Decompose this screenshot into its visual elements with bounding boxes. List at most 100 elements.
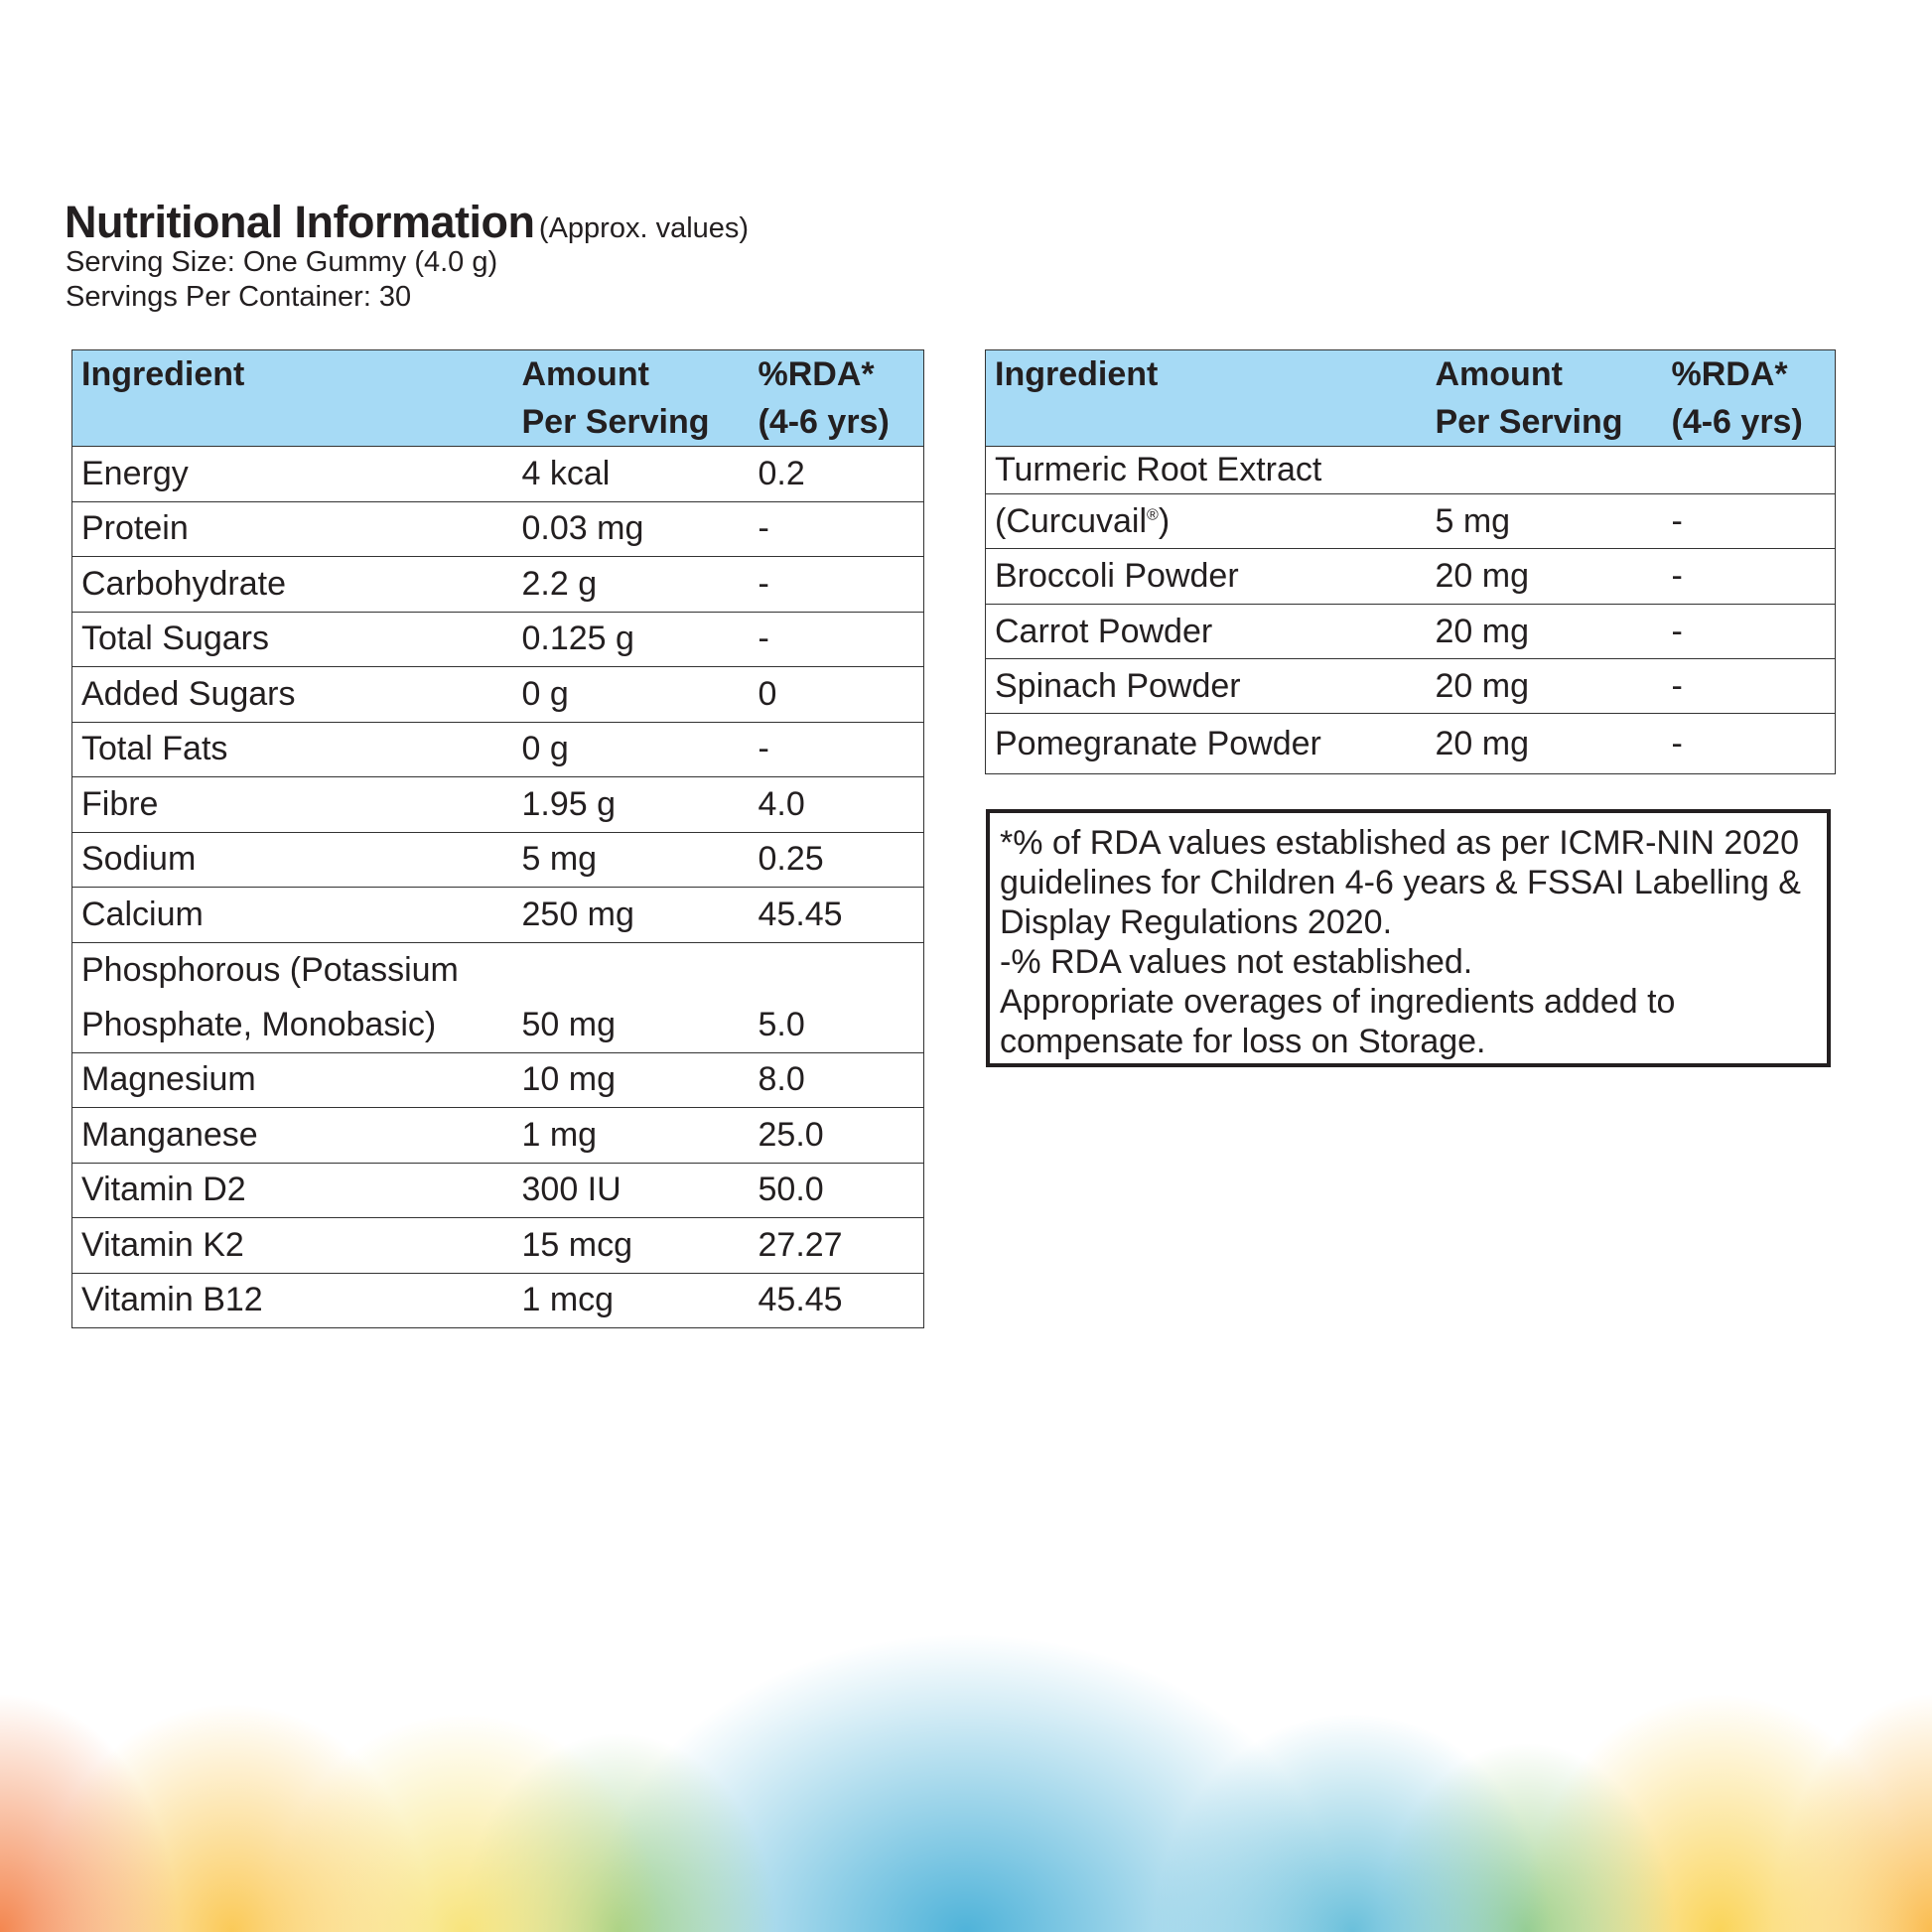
serving-size: Serving Size: One Gummy (4.0 g) (66, 246, 498, 278)
rda-cell: - (749, 721, 924, 777)
watercolor-background (0, 1555, 1932, 1932)
amount-cell: 1.95 g (512, 776, 750, 833)
rda-cell: 8.0 (749, 1051, 924, 1108)
table-row: Carbohydrate 2.2 g- (71, 556, 924, 613)
rda-cell: 0 (749, 666, 924, 723)
ingredient-cell: Vitamin B12 (71, 1272, 513, 1328)
ingredient-cell: Vitamin D2 (71, 1162, 513, 1218)
rda-footnote-box: *% of RDA values established as per ICMR… (986, 809, 1831, 1067)
rda-cell: 27.27 (749, 1217, 924, 1274)
ingredient-cell: Energy (71, 446, 513, 502)
table-row: Phosphorous (Potassium Phosphate, Monobas… (71, 941, 924, 1053)
rda-cell: - (1662, 658, 1836, 714)
footnote-line: *% of RDA values established as per ICMR… (1000, 824, 1800, 862)
amount-cell (1426, 446, 1663, 494)
col-rda: %RDA* (4-6 yrs) (749, 349, 924, 447)
table-row: Carrot Powder 20 mg - (985, 604, 1836, 659)
amount-cell: 0 g (512, 721, 750, 777)
ingredient-cell: Spinach Powder (985, 658, 1427, 714)
rda-cell: 45.45 (749, 1272, 924, 1328)
footnote-line: Appropriate overages of ingredients adde… (1000, 983, 1676, 1021)
rda-cell: - (1662, 713, 1836, 774)
nutrition-table-right: Ingredient Amount Per Serving %RDA* (4-6 y… (985, 349, 1836, 774)
amount-cell: 250 mg (512, 887, 750, 943)
table-row: Sodium 5 mg 0.25 (71, 831, 924, 888)
table-row: Total Sugars 0.125 g- (71, 611, 924, 667)
rda-cell: - (749, 556, 924, 613)
rda-cell: - (1662, 604, 1836, 659)
ingredient-cell: Turmeric Root Extract (985, 446, 1427, 494)
amount-cell: 20 mg (1426, 658, 1663, 714)
rda-cell: 50.0 (749, 1162, 924, 1218)
rda-cell: 5.0 (749, 941, 924, 1053)
amount-cell: 20 mg (1426, 548, 1663, 605)
table-row: Vitamin K2 15 mcg 27.27 (71, 1217, 924, 1274)
ingredient-cell: Phosphorous (Potassium Phosphate, Monobas… (71, 941, 513, 1053)
ingredient-cell: (Curcuvail®) (985, 493, 1427, 549)
page-title: Nutritional Information (Approx. values) (65, 197, 750, 247)
amount-cell: 0.125 g (512, 611, 750, 667)
amount-cell: 300 IU (512, 1162, 750, 1218)
ingredient-cell: Total Fats (71, 721, 513, 777)
amount-cell: 20 mg (1426, 604, 1663, 659)
ingredient-cell: Calcium (71, 887, 513, 943)
ingredient-cell: Protein (71, 500, 513, 557)
ingredient-cell: Carbohydrate (71, 556, 513, 613)
col-ingredient: Ingredient (985, 349, 1427, 447)
table-row: Broccoli Powder 20 mg - (985, 548, 1836, 605)
amount-cell: 5 mg (1426, 493, 1663, 549)
ingredient-cell: Fibre (71, 776, 513, 833)
rda-cell: - (749, 500, 924, 557)
rda-cell: 45.45 (749, 887, 924, 943)
table-row: Vitamin D2 300 IU 50.0 (71, 1162, 924, 1218)
rda-cell: 4.0 (749, 776, 924, 833)
ingredient-cell: Manganese (71, 1107, 513, 1164)
footnote-line: Display Regulations 2020. (1000, 903, 1393, 941)
table-header: Ingredient Amount Per Serving %RDA* (4-6 y… (71, 349, 924, 447)
rda-cell: 0.2 (749, 446, 924, 502)
rda-cell: - (1662, 548, 1836, 605)
table-row: Total Fats 0 g- (71, 721, 924, 777)
rda-cell: - (749, 611, 924, 667)
col-amount: Amount Per Serving (1426, 349, 1663, 447)
amount-cell: 10 mg (512, 1051, 750, 1108)
table-row: Manganese 1 mg 25.0 (71, 1107, 924, 1164)
nutrition-table-left: Ingredient Amount Per Serving %RDA* (4-6 y… (71, 349, 924, 1328)
rda-cell: 25.0 (749, 1107, 924, 1164)
amount-cell: 2.2 g (512, 556, 750, 613)
ingredient-cell: Magnesium (71, 1051, 513, 1108)
amount-cell: 4 kcal (512, 446, 750, 502)
rda-cell (1662, 446, 1836, 494)
table-row: Vitamin B12 1 mcg 45.45 (71, 1272, 924, 1328)
rda-cell: - (1662, 493, 1836, 549)
table-row: (Curcuvail®) 5 mg - (985, 493, 1836, 549)
servings-per-container: Servings Per Container: 30 (66, 281, 412, 313)
amount-cell: 5 mg (512, 831, 750, 888)
table-header: Ingredient Amount Per Serving %RDA* (4-6 y… (985, 349, 1836, 447)
amount-cell: 0 g (512, 666, 750, 723)
table-row: Fibre 1.95 g 4.0 (71, 776, 924, 833)
col-ingredient: Ingredient (71, 349, 513, 447)
amount-cell: 20 mg (1426, 713, 1663, 774)
ingredient-cell: Total Sugars (71, 611, 513, 667)
table-row: Pomegranate Powder 20 mg - (985, 713, 1836, 774)
rda-cell: 0.25 (749, 831, 924, 888)
amount-cell: 1 mcg (512, 1272, 750, 1328)
table-row: Calcium 250 mg 45.45 (71, 887, 924, 943)
ingredient-cell: Carrot Powder (985, 604, 1427, 659)
footnote-line: compensate for loss on Storage. (1000, 1023, 1486, 1060)
ingredient-cell: Sodium (71, 831, 513, 888)
table-row: Magnesium 10 mg 8.0 (71, 1051, 924, 1108)
table-row: Protein 0.03 mg - (71, 500, 924, 557)
ingredient-cell: Vitamin K2 (71, 1217, 513, 1274)
table-row: Spinach Powder 20 mg - (985, 658, 1836, 714)
ingredient-cell: Pomegranate Powder (985, 713, 1427, 774)
amount-cell: 15 mcg (512, 1217, 750, 1274)
footnote-line: -% RDA values not established. (1000, 943, 1473, 981)
table-row: Turmeric Root Extract (985, 446, 1836, 494)
table-row: Energy 4 kcal 0.2 (71, 446, 924, 502)
registered-mark: ® (1147, 506, 1159, 524)
amount-cell: 1 mg (512, 1107, 750, 1164)
footnote-line: guidelines for Children 4-6 years & FSSA… (1000, 864, 1801, 901)
